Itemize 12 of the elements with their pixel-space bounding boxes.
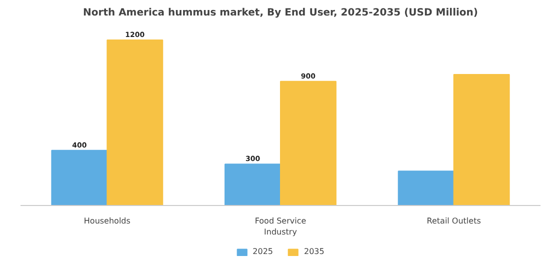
bar — [398, 170, 454, 206]
x-tick-label: Retail Outlets — [426, 216, 481, 226]
bar — [106, 40, 164, 206]
chart-title: North America hummus market, By End User, 2025-2035 (USD Million) — [83, 8, 478, 18]
legend-label: 2035 — [304, 247, 324, 256]
bar — [224, 164, 281, 206]
x-tick-label: Households — [84, 216, 130, 226]
bar — [51, 150, 108, 206]
x-tick-label: Food Service Industry — [254, 216, 306, 236]
bar — [280, 80, 336, 206]
legend-label: 2025 — [252, 247, 273, 256]
bar — [453, 74, 510, 206]
